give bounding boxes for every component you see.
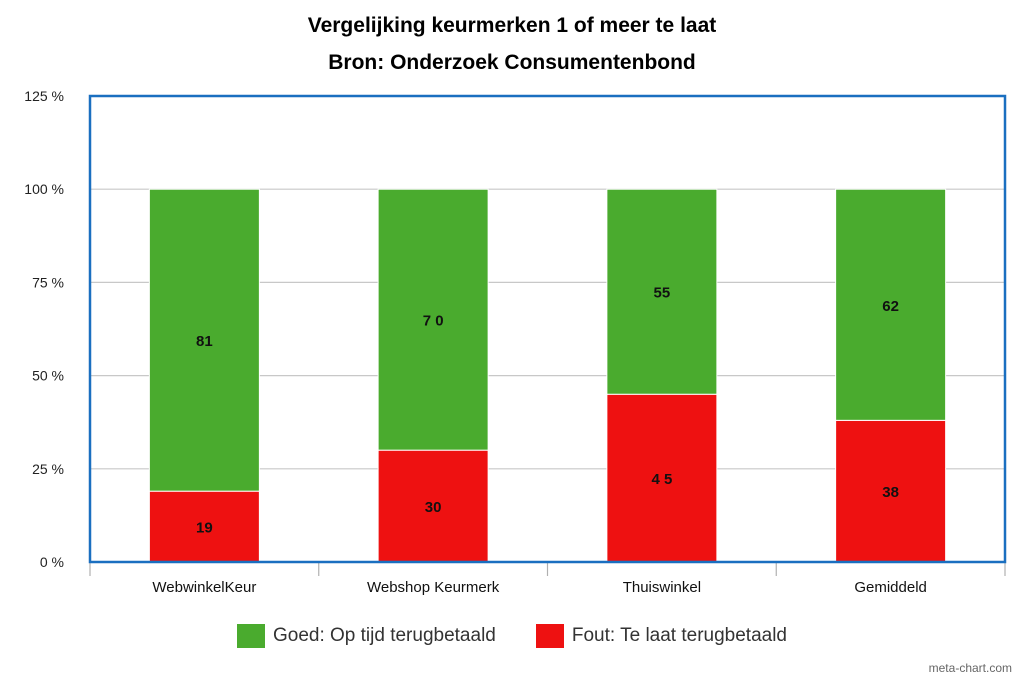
chart-title: Vergelijking keurmerken 1 of meer te laa…	[307, 14, 717, 37]
legend-label-fout: Fout: Te laat terugbetaald	[571, 625, 787, 646]
bar-goed	[606, 188, 718, 395]
legend: Goed: Op tijd terugbetaald Fout: Te laat…	[0, 624, 1024, 648]
data-label: 55	[654, 285, 671, 302]
x-tick-label: WebwinkelKeur	[152, 579, 256, 596]
x-tick-label: Webshop Keurmerk	[367, 579, 500, 596]
y-tick-label: 0 %	[40, 554, 64, 570]
y-tick-label: 50 %	[32, 368, 64, 384]
data-label: 30	[425, 499, 442, 516]
data-label: 19	[196, 520, 213, 537]
x-tick-label: Gemiddeld	[854, 579, 927, 596]
y-tick-label: 125 %	[24, 88, 64, 104]
x-tick-label: Thuiswinkel	[623, 579, 701, 596]
legend-item-fout[interactable]: Fout: Te laat terugbetaald	[535, 624, 787, 648]
bar-goed	[377, 188, 489, 451]
legend-swatch-goed	[236, 624, 265, 648]
bar-goed	[148, 188, 260, 492]
data-label: 4 5	[651, 471, 672, 488]
plot-border	[88, 94, 1007, 564]
y-tick-label: 100 %	[24, 181, 64, 197]
legend-item-goed[interactable]: Goed: Op tijd terugbetaald	[236, 624, 496, 648]
data-label: 7 0	[423, 313, 444, 330]
bar-goed	[835, 188, 947, 421]
legend-swatch-fout	[535, 624, 564, 648]
data-label: 38	[882, 484, 899, 501]
watermark: meta-chart.com	[928, 661, 1012, 675]
chart-subtitle: Bron: Onderzoek Consumentenbond	[328, 51, 696, 74]
data-label: 81	[196, 333, 213, 350]
legend-label-goed: Goed: Op tijd terugbetaald	[272, 625, 496, 646]
data-label: 62	[882, 298, 899, 315]
y-tick-label: 25 %	[32, 461, 64, 477]
bar-fout	[835, 419, 947, 563]
y-tick-label: 75 %	[32, 274, 64, 290]
